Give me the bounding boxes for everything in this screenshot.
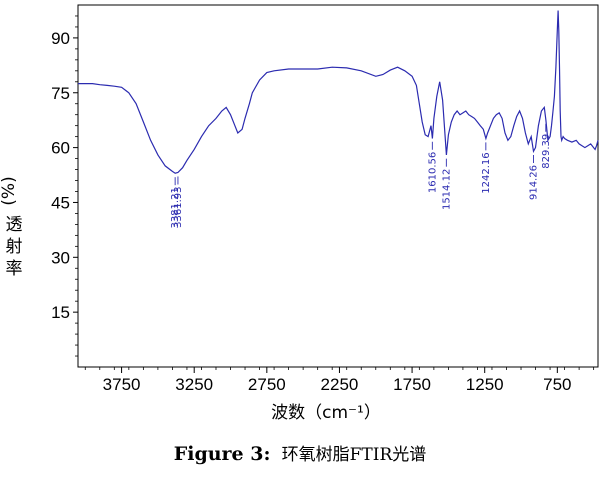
spectrum-line <box>78 10 599 174</box>
caption-text: 环氧树脂FTIR光谱 <box>282 445 427 465</box>
plot-frame <box>77 4 599 368</box>
y-axis-char-2: 射 <box>6 237 23 257</box>
x-tick-label: 750 <box>543 375 571 394</box>
x-tick-label: 2250 <box>321 375 359 394</box>
peak-label: 1610.56 <box>427 152 438 193</box>
x-tick-label: 2750 <box>248 375 286 394</box>
peak-label: 829.39 <box>541 134 552 169</box>
x-tick-label: 3250 <box>175 375 213 394</box>
x-tick-label: 1250 <box>466 375 504 394</box>
y-tick-label: 60 <box>51 139 70 158</box>
peak-label: 3381.21 <box>170 187 181 228</box>
peak-label: 1514.12 <box>441 169 452 210</box>
y-tick-label: 45 <box>51 193 70 212</box>
peak-label: 3361.93 <box>173 186 184 227</box>
y-axis-char-1: 透 <box>6 215 23 235</box>
axis-ticks <box>73 15 595 373</box>
x-tick-label: 1750 <box>393 375 431 394</box>
peak-label: 914.26 <box>528 165 539 200</box>
x-tick-label: 3750 <box>103 375 141 394</box>
y-tick-label: 90 <box>51 29 70 48</box>
y-tick-label: 75 <box>51 84 70 103</box>
x-axis-title: 波数（cm⁻¹） <box>271 403 381 423</box>
peak-label: 1242.16 <box>481 152 492 193</box>
y-tick-label: 30 <box>51 248 70 267</box>
y-axis-char-3: 率 <box>6 259 23 279</box>
y-tick-label: 15 <box>51 303 70 322</box>
caption-prefix: Figure 3: <box>174 443 271 465</box>
figure-caption: Figure 3: 环氧树脂FTIR光谱 <box>174 443 427 465</box>
x-tick-labels: 3750 3250 2750 2250 1750 1250 750 <box>103 375 572 394</box>
y-tick-labels: 15 30 45 60 75 90 <box>51 29 70 322</box>
y-axis-unit: (%) <box>0 176 19 205</box>
